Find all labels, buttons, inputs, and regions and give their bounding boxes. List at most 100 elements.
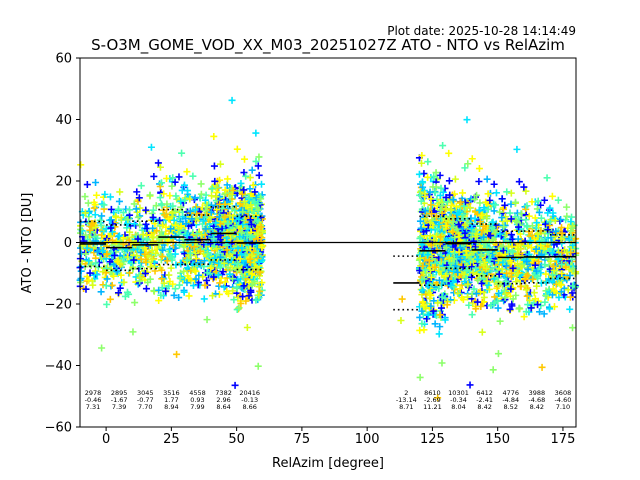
- scatter-point: [445, 149, 453, 157]
- scatter-point: [435, 285, 443, 293]
- scatter-point: [424, 311, 432, 319]
- scatter-point: [137, 255, 145, 263]
- scatter-point: [224, 219, 232, 227]
- bin-std-label: 8.52: [503, 403, 517, 411]
- scatter-point: [251, 278, 259, 286]
- scatter-point: [142, 220, 150, 228]
- scatter-point: [235, 304, 243, 312]
- scatter-point: [229, 275, 237, 283]
- scatter-point: [189, 172, 197, 180]
- scatter-point: [107, 216, 115, 224]
- scatter-point: [159, 221, 167, 229]
- scatter-point: [420, 301, 428, 309]
- scatter-point: [419, 262, 427, 270]
- scatter-point: [203, 316, 211, 324]
- scatter-point: [84, 235, 92, 243]
- scatter-point: [85, 257, 93, 265]
- scatter-point: [110, 272, 118, 280]
- scatter-point: [216, 176, 224, 184]
- scatter-point: [255, 258, 263, 266]
- scatter-point: [246, 174, 254, 182]
- scatter-point: [438, 293, 446, 301]
- scatter-point: [522, 216, 530, 224]
- scatter-point: [168, 182, 176, 190]
- scatter-point: [255, 171, 263, 179]
- scatter-point: [96, 216, 104, 224]
- scatter-point: [170, 291, 178, 299]
- scatter-point: [216, 263, 224, 271]
- x-tick-label: 0: [102, 432, 110, 447]
- scatter-point: [435, 276, 443, 284]
- scatter-point: [258, 180, 266, 188]
- scatter-point: [538, 363, 546, 371]
- x-tick-label: 25: [163, 432, 180, 447]
- scatter-point: [148, 234, 156, 242]
- scatter-point: [239, 273, 247, 281]
- bin-std-label: 8.64: [216, 403, 230, 411]
- scatter-point: [160, 279, 168, 287]
- scatter-point: [116, 284, 124, 292]
- scatter-point: [190, 243, 198, 251]
- scatter-point: [507, 189, 515, 197]
- scatter-point: [156, 194, 164, 202]
- scatter-point: [419, 228, 427, 236]
- scatter-point: [98, 212, 106, 220]
- y-tick-label: −20: [45, 298, 72, 313]
- y-tick-label: −40: [45, 359, 72, 374]
- scatter-point: [478, 328, 486, 336]
- scatter-point: [93, 271, 101, 279]
- bin-std-label: 7.99: [190, 403, 204, 411]
- scatter-point: [148, 209, 156, 217]
- bin-std-label: 8.04: [451, 403, 465, 411]
- scatter-point: [243, 231, 251, 239]
- scatter-point: [202, 225, 210, 233]
- scatter-point: [92, 178, 100, 186]
- bin-std-label: 7.70: [138, 403, 152, 411]
- scatter-point: [232, 205, 240, 213]
- scatter-point: [90, 249, 98, 257]
- scatter-point: [203, 276, 211, 284]
- scatter-point: [437, 304, 445, 312]
- scatter-point: [77, 161, 85, 169]
- scatter-point: [184, 272, 192, 280]
- scatter-point: [431, 263, 439, 271]
- scatter-point: [207, 264, 215, 272]
- scatter-point: [167, 264, 175, 272]
- scatter-point: [246, 185, 254, 193]
- scatter-point: [397, 317, 405, 325]
- scatter-point: [252, 211, 260, 219]
- scatter-point: [91, 211, 99, 219]
- y-tick-label: 20: [55, 175, 72, 190]
- scatter-point: [119, 240, 127, 248]
- scatter-point: [110, 260, 118, 268]
- scatter-point: [112, 238, 120, 246]
- scatter-point: [136, 221, 144, 229]
- scatter-point: [131, 299, 139, 307]
- scatter-point: [425, 257, 433, 265]
- scatter-point: [77, 225, 85, 233]
- scatter-point: [97, 288, 105, 296]
- scatter-point: [111, 251, 119, 259]
- scatter-point: [541, 298, 549, 306]
- scatter-point: [133, 188, 141, 196]
- scatter-point: [215, 271, 223, 279]
- bin-std-label: 7.10: [556, 403, 570, 411]
- scatter-point: [421, 266, 429, 274]
- scatter-point: [475, 165, 483, 173]
- scatter-point: [92, 267, 100, 275]
- bin-std-label: 8.71: [399, 403, 413, 411]
- scatter-point: [166, 192, 174, 200]
- scatter-point: [492, 189, 500, 197]
- scatter-point: [255, 153, 263, 161]
- scatter-point: [195, 271, 203, 279]
- scatter-point: [235, 215, 243, 223]
- scatter-point: [418, 159, 426, 167]
- scatter-point: [436, 191, 444, 199]
- scatter-point: [177, 203, 185, 211]
- scatter-point: [438, 202, 446, 210]
- scatter-point: [136, 212, 144, 220]
- scatter-point: [167, 225, 175, 233]
- scatter-point: [233, 260, 241, 268]
- scatter-point: [141, 269, 149, 277]
